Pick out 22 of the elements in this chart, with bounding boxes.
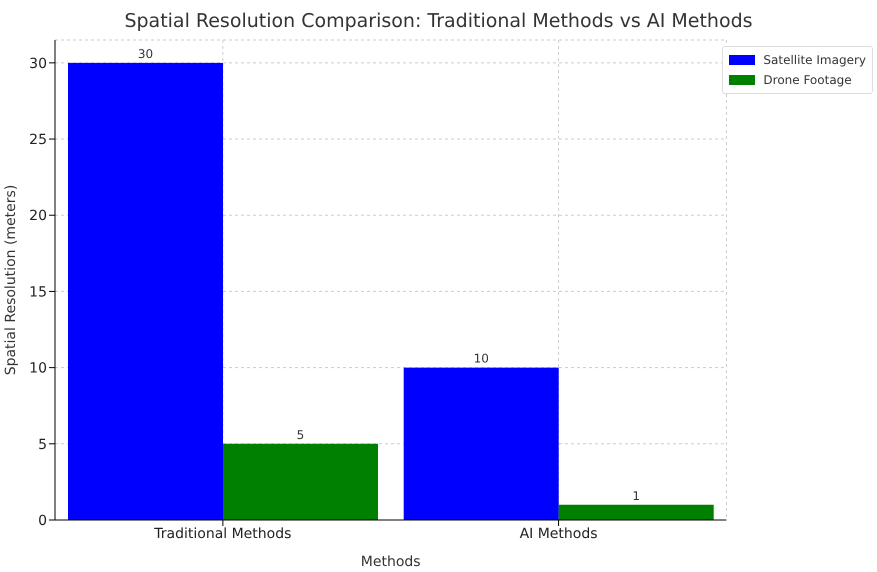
legend-label: Drone Footage [763,73,852,87]
y-tick-label: 30 [29,56,47,72]
bar [68,62,223,520]
x-axis-title: Methods [360,554,421,570]
y-tick-label: 25 [29,132,47,148]
y-tick-label: 5 [38,436,47,453]
bar [558,504,714,520]
data-label: 10 [474,352,489,366]
x-tick-label: Traditional Methods [153,526,292,542]
data-label: 5 [296,428,304,442]
y-tick-label: 15 [29,284,47,300]
y-tick-label: 10 [29,360,47,377]
data-label: 30 [138,46,154,61]
data-label: 1 [632,488,640,503]
legend-label: Satellite Imagery [763,53,866,67]
y-tick-label: 0 [38,512,47,529]
chart-title: Spatial Resolution Comparison: Traditional Methods vs AI Methods [123,10,754,32]
x-tick-label: AI Methods [520,526,598,542]
y-axis-title: Spatial Resolution (meters) [2,184,19,376]
y-tick-label: 20 [29,208,47,224]
bar [223,444,378,520]
bar [404,368,559,520]
